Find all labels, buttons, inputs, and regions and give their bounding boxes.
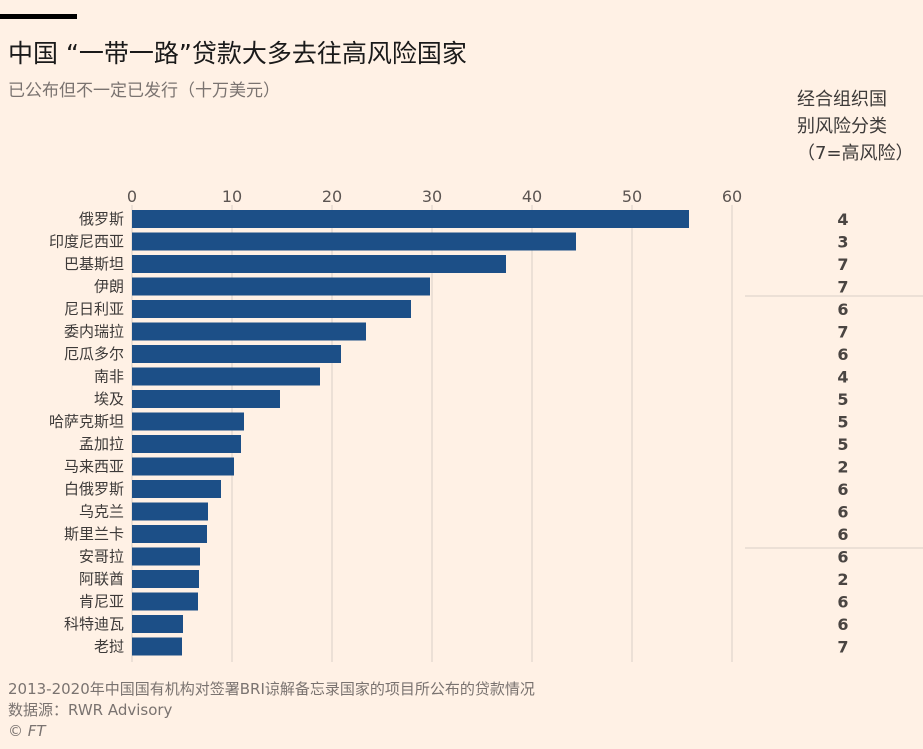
bar: [132, 345, 341, 363]
category-label: 尼日利亚: [64, 300, 124, 318]
bar: [132, 210, 689, 228]
category-label: 科特迪瓦: [64, 615, 124, 633]
category-label: 老挝: [94, 638, 124, 656]
risk-rating: 7: [837, 323, 848, 342]
category-label: 俄罗斯: [79, 210, 124, 228]
chart-subtitle: 已公布但不一定已发行（十万美元）: [8, 81, 280, 101]
risk-column-header: 经合组织国 别风险分类 （7=高风险）: [797, 86, 915, 167]
risk-rating: 6: [837, 300, 848, 319]
risk-rating: 7: [837, 278, 848, 297]
bar: [132, 615, 183, 633]
risk-rating: 5: [837, 390, 848, 409]
category-label: 肯尼亚: [79, 593, 124, 611]
footnote-note: 2013-2020年中国国有机构对签署BRI谅解备忘录国家的项目所公布的贷款情况: [8, 680, 535, 698]
category-label: 巴基斯坦: [64, 255, 124, 273]
risk-rating: 6: [837, 503, 848, 522]
risk-rating: 6: [837, 593, 848, 612]
risk-rating: 6: [837, 548, 848, 567]
risk-rating: 6: [837, 345, 848, 364]
risk-rating: 4: [837, 368, 848, 387]
x-tick-label: 30: [422, 187, 442, 206]
risk-rating: 7: [837, 255, 848, 274]
top-rule: [0, 14, 77, 19]
category-label: 孟加拉: [79, 435, 124, 453]
risk-rating: 2: [837, 458, 848, 477]
bar: [132, 390, 280, 408]
category-label: 安哥拉: [79, 548, 124, 566]
risk-rating: 2: [837, 570, 848, 589]
x-tick-label: 60: [722, 187, 742, 206]
category-label: 厄瓜多尔: [64, 345, 124, 363]
category-label: 印度尼西亚: [49, 233, 124, 251]
bar: [132, 367, 320, 386]
category-label: 白俄罗斯: [64, 480, 124, 498]
risk-header-line: 经合组织国: [797, 89, 887, 110]
footnote: 2013-2020年中国国有机构对签署BRI谅解备忘录国家的项目所公布的贷款情况…: [8, 679, 535, 742]
risk-rating: 4: [837, 210, 848, 229]
category-label: 哈萨克斯坦: [49, 413, 124, 431]
risk-rating: 6: [837, 525, 848, 544]
x-tick-label: 40: [522, 187, 542, 206]
risk-rating: 6: [837, 480, 848, 499]
footnote-credit: © FT: [8, 722, 46, 740]
bar: [132, 232, 576, 251]
bar: [132, 277, 430, 296]
risk-header-line: （7=高风险）: [797, 143, 914, 164]
bar: [132, 637, 182, 656]
category-label: 委内瑞拉: [64, 323, 124, 341]
bar: [132, 480, 221, 498]
bar: [132, 525, 207, 543]
bar: [132, 435, 241, 453]
risk-header-line: 别风险分类: [797, 116, 887, 137]
bar: [132, 592, 198, 611]
bar: [132, 412, 244, 431]
bar: [132, 570, 199, 588]
category-label: 马来西亚: [64, 458, 124, 476]
bar: [132, 502, 208, 521]
category-label: 乌克兰: [79, 503, 124, 521]
category-label: 斯里兰卡: [64, 525, 124, 543]
bar: [132, 322, 366, 341]
risk-rating: 6: [837, 615, 848, 634]
chart-title: 中国 “一带一路”贷款大多去往高风险国家: [8, 39, 467, 68]
risk-rating: 3: [837, 233, 848, 252]
bar: [132, 255, 506, 273]
bar: [132, 457, 234, 476]
risk-rating: 5: [837, 435, 848, 454]
footnote-source: 数据源：RWR Advisory: [8, 701, 173, 719]
bar: [132, 300, 411, 318]
risk-rating: 5: [837, 413, 848, 432]
risk-rating: 7: [837, 638, 848, 657]
category-label: 南非: [94, 368, 124, 386]
category-label: 阿联酋: [79, 570, 124, 588]
bar: [132, 547, 200, 566]
x-tick-label: 0: [127, 187, 137, 206]
x-tick-label: 20: [322, 187, 342, 206]
category-label: 伊朗: [94, 278, 124, 296]
x-tick-label: 10: [222, 187, 242, 206]
category-label: 埃及: [94, 390, 124, 408]
x-tick-label: 50: [622, 187, 642, 206]
